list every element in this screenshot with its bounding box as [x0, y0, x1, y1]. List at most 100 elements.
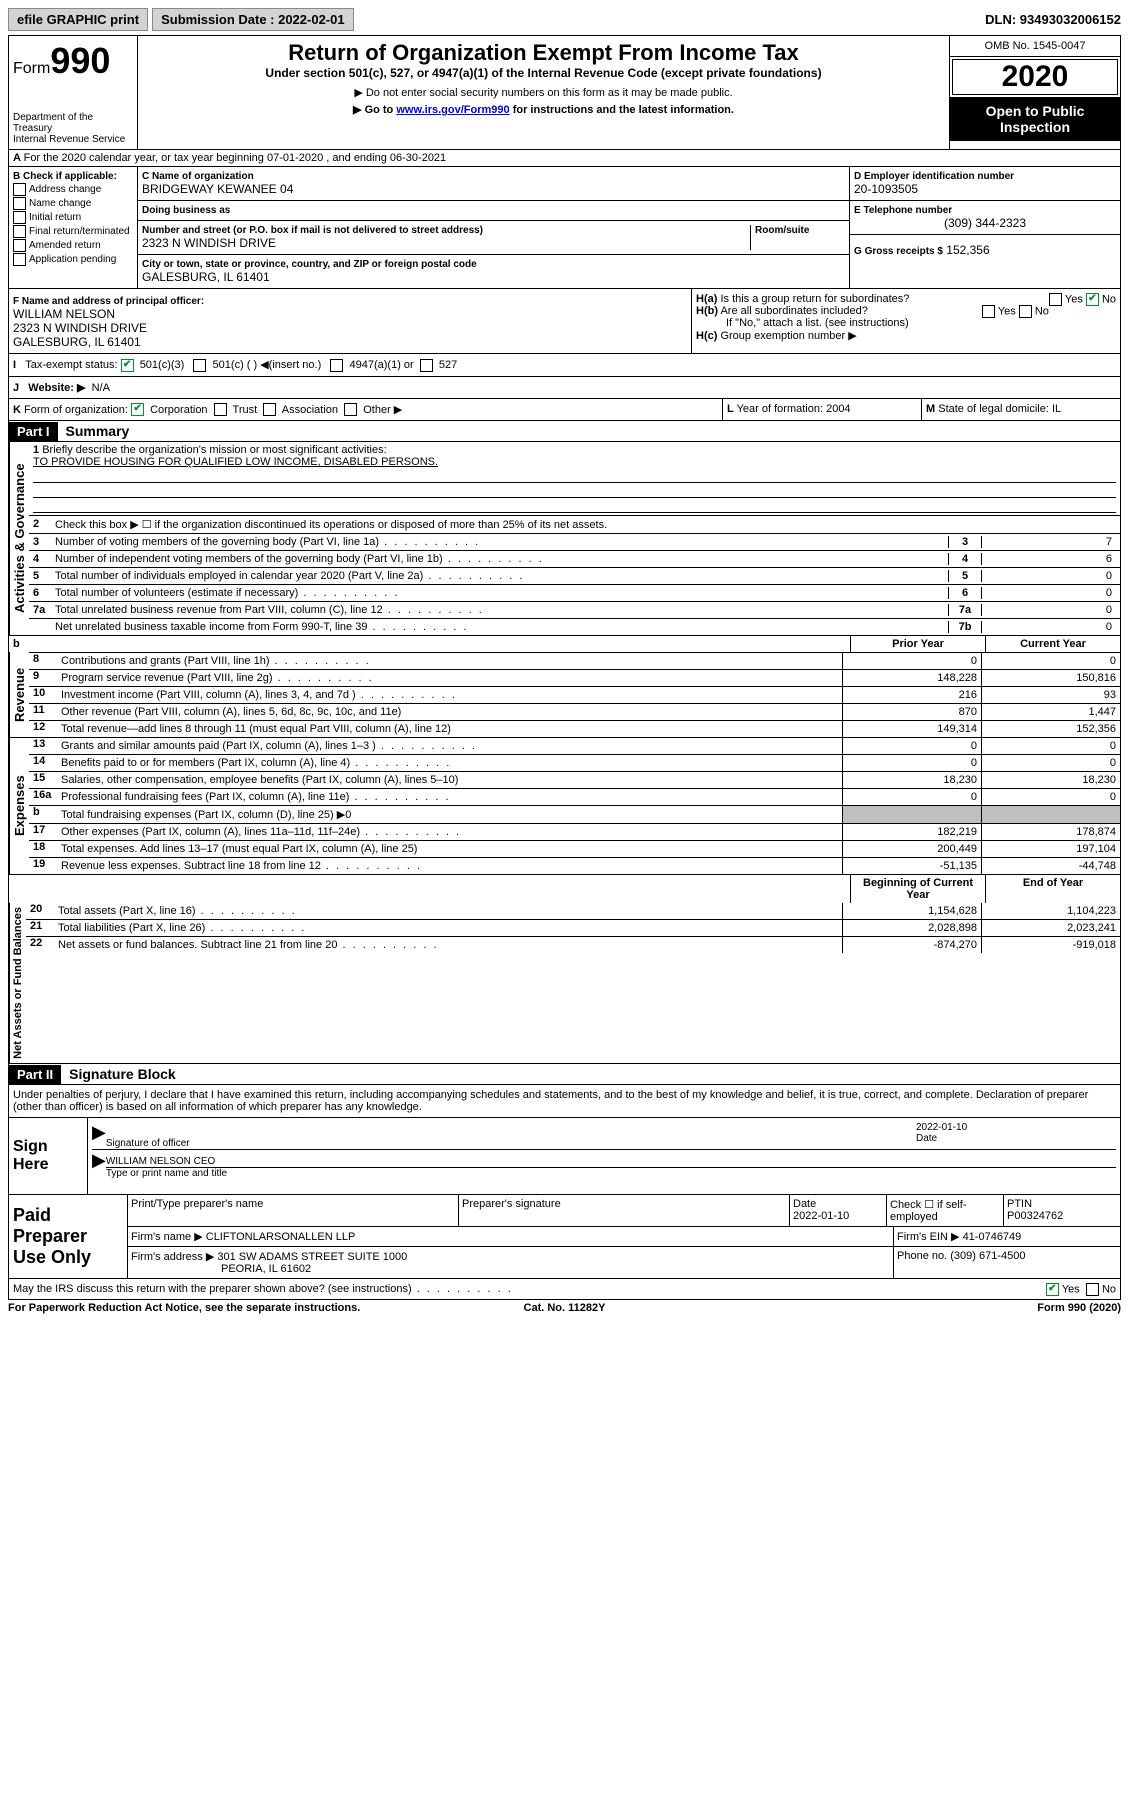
form-word: Form: [13, 60, 50, 77]
sub3-pre: ▶ Go to: [353, 104, 396, 116]
tax-year: 2020: [952, 59, 1118, 95]
dln-label: DLN: 93493032006152: [985, 12, 1121, 27]
section-F: F Name and address of principal officer:…: [9, 289, 692, 353]
sig-date-label: Date: [916, 1133, 1116, 1144]
row-val: 6: [982, 553, 1116, 565]
B-item: Amended return: [29, 240, 101, 251]
other-checkbox[interactable]: [344, 403, 357, 416]
Ha-no-checkbox[interactable]: ✔: [1086, 293, 1099, 306]
footer-right: Form 990 (2020): [750, 1302, 1121, 1314]
efile-print-button[interactable]: efile GRAPHIC print: [8, 8, 148, 31]
beg-year-header: Beginning of Current Year: [850, 875, 985, 903]
row-val: 0: [982, 587, 1116, 599]
ptin-label: PTIN: [1007, 1198, 1032, 1210]
row-box: 7a: [948, 604, 982, 616]
officer-name: WILLIAM NELSON: [13, 307, 115, 321]
part-I-header: Part I Summary: [9, 420, 1120, 441]
net-num: 21: [26, 920, 58, 936]
exp-current: 18,230: [981, 772, 1120, 788]
net-beg: 1,154,628: [842, 903, 981, 919]
Ha-yes-checkbox[interactable]: [1049, 293, 1062, 306]
section-B: B Check if applicable: Address change Na…: [9, 167, 138, 288]
row-box: 4: [948, 553, 982, 565]
501c-checkbox[interactable]: [193, 359, 206, 372]
net-text: Net assets or fund balances. Subtract li…: [58, 937, 842, 953]
line2-text: Check this box ▶ ☐ if the organization d…: [55, 518, 1116, 531]
exp-current: 197,104: [981, 841, 1120, 857]
section-D-right: D Employer identification number 20-1093…: [849, 167, 1120, 288]
part-II-header: Part II Signature Block: [9, 1063, 1120, 1084]
corp-checkbox[interactable]: ✔: [131, 403, 144, 416]
instructions-link[interactable]: www.irs.gov/Form990: [396, 104, 509, 116]
street-address: 2323 N WINDISH DRIVE: [142, 236, 750, 250]
exp-num: 14: [29, 755, 61, 771]
opt-501c3: 501(c)(3): [140, 359, 185, 371]
discuss-no-checkbox[interactable]: [1086, 1283, 1099, 1296]
app-pending-checkbox[interactable]: [13, 253, 26, 266]
omb-number: OMB No. 1545-0047: [950, 36, 1120, 57]
exp-prior: -51,135: [842, 858, 981, 874]
addr-change-checkbox[interactable]: [13, 183, 26, 196]
website-label: Website: ▶: [28, 382, 85, 394]
section-J: J Website: ▶ N/A: [9, 376, 1120, 398]
current-year-header: Current Year: [985, 636, 1120, 652]
governance-block: Activities & Governance 1 Briefly descri…: [9, 441, 1120, 635]
exp-prior: 0: [842, 738, 981, 754]
row-val: 0: [982, 570, 1116, 582]
rev-text: Program service revenue (Part VIII, line…: [61, 670, 842, 686]
exp-current: -44,748: [981, 858, 1120, 874]
omb-col: OMB No. 1545-0047 2020 Open to Public In…: [950, 36, 1120, 149]
527-checkbox[interactable]: [420, 359, 433, 372]
discuss-yes-checkbox[interactable]: ✔: [1046, 1283, 1059, 1296]
rev-text: Other revenue (Part VIII, column (A), li…: [61, 704, 842, 720]
exp-prior: 182,219: [842, 824, 981, 840]
form-outer: Form990 Department of the Treasury Inter…: [8, 35, 1121, 1300]
form-org-label: Form of organization:: [24, 404, 128, 416]
year-formation: 2004: [826, 403, 850, 415]
4947-checkbox[interactable]: [330, 359, 343, 372]
exp-current: 0: [981, 738, 1120, 754]
row-num: 7a: [33, 604, 55, 616]
Hc-text: Group exemption number ▶: [720, 330, 856, 342]
section-C: C Name of organization BRIDGEWAY KEWANEE…: [138, 167, 849, 288]
self-employed-label: Check ☐ if self-employed: [887, 1195, 1004, 1226]
exp-text: Grants and similar amounts paid (Part IX…: [61, 738, 842, 754]
end-year-header: End of Year: [985, 875, 1120, 903]
section-A: A For the 2020 calendar year, or tax yea…: [9, 149, 1120, 166]
row-box: 6: [948, 587, 982, 599]
501c3-checkbox[interactable]: ✔: [121, 359, 134, 372]
rev-current: 0: [981, 653, 1120, 669]
Hb-yes-checkbox[interactable]: [982, 305, 995, 318]
revenue-vlabel: Revenue: [9, 652, 29, 737]
subtitle-3: ▶ Go to www.irs.gov/Form990 for instruct…: [142, 103, 945, 116]
opt-4947: 4947(a)(1) or: [350, 359, 414, 371]
Hb-no-checkbox[interactable]: [1019, 305, 1032, 318]
Ha-text: Is this a group return for subordinates?: [720, 293, 909, 305]
final-return-checkbox[interactable]: [13, 225, 26, 238]
initial-return-checkbox[interactable]: [13, 211, 26, 224]
row-val: 7: [982, 536, 1116, 548]
exp-prior-grey: [842, 806, 981, 823]
part-I-num: Part I: [9, 422, 58, 441]
submission-date-button[interactable]: Submission Date : 2022-02-01: [152, 8, 354, 31]
exp-num: 16a: [29, 789, 61, 805]
paid-preparer-label: Paid Preparer Use Only: [9, 1195, 128, 1278]
trust-checkbox[interactable]: [214, 403, 227, 416]
amended-return-checkbox[interactable]: [13, 239, 26, 252]
firm-name: CLIFTONLARSONALLEN LLP: [206, 1231, 356, 1243]
form-title: Return of Organization Exempt From Incom…: [142, 40, 945, 66]
rev-text: Total revenue—add lines 8 through 11 (mu…: [61, 721, 842, 737]
net-beg: 2,028,898: [842, 920, 981, 936]
title-col: Return of Organization Exempt From Incom…: [138, 36, 950, 149]
ptin-value: P00324762: [1007, 1210, 1063, 1222]
org-name: BRIDGEWAY KEWANEE 04: [142, 182, 845, 196]
part-I-title: Summary: [58, 421, 138, 441]
expenses-vlabel: Expenses: [9, 738, 29, 874]
prep-date: 2022-01-10: [793, 1210, 849, 1222]
exp-num: 13: [29, 738, 61, 754]
exp-num: 19: [29, 858, 61, 874]
top-toolbar: efile GRAPHIC print Submission Date : 20…: [8, 8, 1121, 31]
row-val: 0: [982, 621, 1116, 633]
name-change-checkbox[interactable]: [13, 197, 26, 210]
assoc-checkbox[interactable]: [263, 403, 276, 416]
